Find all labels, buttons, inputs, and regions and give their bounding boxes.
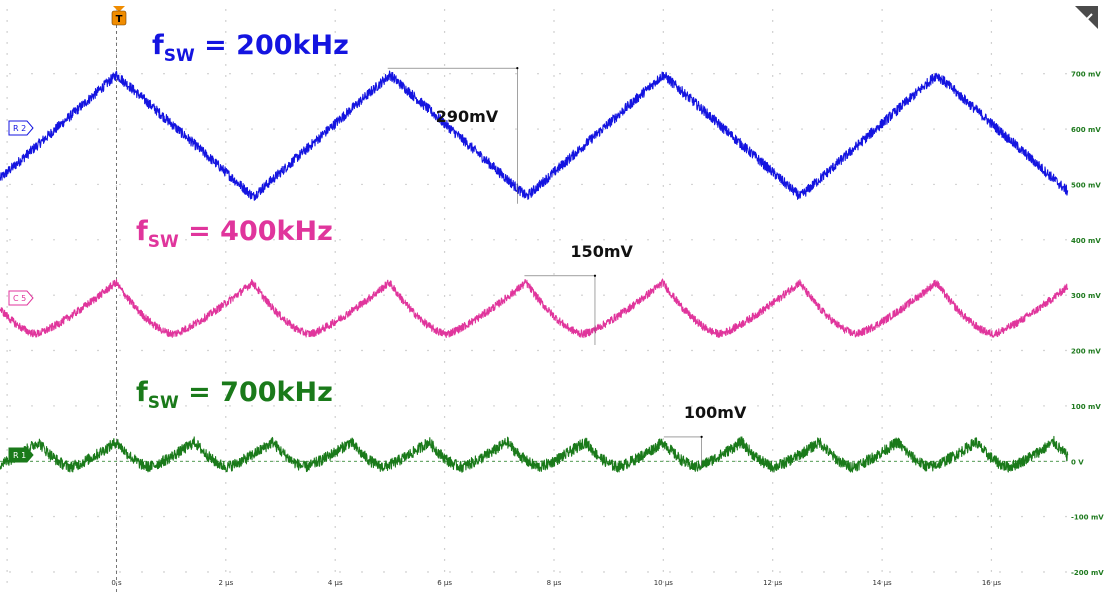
series-label-f: f <box>152 30 164 61</box>
traces <box>0 70 1069 473</box>
trigger-marker[interactable]: T <box>111 6 127 26</box>
series-label-sub: SW <box>148 393 179 413</box>
y-tick-label: 600 mV <box>1071 126 1101 134</box>
x-tick-label: 6 µs <box>437 579 452 587</box>
x-tick-label: 16 µs <box>982 579 1002 587</box>
corner-stroke-icon <box>1081 13 1093 25</box>
series-label: fSW = 400kHz <box>136 216 333 252</box>
y-tick-label: 700 mV <box>1071 71 1101 79</box>
measurement-label: 100mV <box>684 403 747 422</box>
trigger-box <box>111 10 127 26</box>
x-tick-labels: 0 s 2 µs 4 µs 6 µs 8 µs 10 µs 12 µs 14 µs 16 µs <box>111 579 1001 587</box>
grid-dots <box>6 9 1067 583</box>
series-label-sub: SW <box>148 232 179 252</box>
channel-badge-shape <box>8 120 34 136</box>
x-tick-label: 2 µs <box>218 579 233 587</box>
channel-badges: R 2 C 5 R 1 <box>8 120 34 463</box>
trace-c5 <box>0 278 1069 339</box>
series-label-rest: = 400kHz <box>179 216 333 247</box>
x-tick-label: 0 s <box>111 579 122 587</box>
channel-badge-label: R 1 <box>13 451 26 460</box>
series-label-rest: = 700kHz <box>179 377 333 408</box>
measurement-dot <box>593 274 597 277</box>
trace-r1 <box>0 435 1069 473</box>
channel-badge-shape <box>8 447 34 463</box>
series-label-f: f <box>136 216 148 247</box>
channel-badge-label: R 2 <box>13 124 26 133</box>
channel-badge-label: C 5 <box>13 294 26 303</box>
series-label: fSW = 700kHz <box>136 377 333 413</box>
x-tick-label: 4 µs <box>328 579 343 587</box>
annotations: 290mV 150mV 100mV <box>387 67 747 467</box>
measurement-dot <box>700 435 703 439</box>
y-tick-label: 300 mV <box>1071 292 1101 300</box>
measurement-label: 290mV <box>436 107 499 126</box>
channel-badge-shape <box>8 290 34 306</box>
channel-badge-r2[interactable]: R 2 <box>8 120 34 136</box>
y-tick-label: -200 mV <box>1071 569 1104 577</box>
y-tick-labels: 700 mV 600 mV 500 mV 400 mV 300 mV 200 mV 100 … <box>1071 71 1104 577</box>
x-tick-label: 10 µs <box>654 579 674 587</box>
series-label-f: f <box>136 377 148 408</box>
series-label-rest: = 200kHz <box>195 30 349 61</box>
measurement-label: 150mV <box>570 242 633 261</box>
series-label: fSW = 200kHz <box>152 30 349 66</box>
corner-badge[interactable] <box>1075 6 1098 29</box>
x-tick-label: 14 µs <box>872 579 892 587</box>
channel-badge-r1[interactable]: R 1 <box>8 447 34 463</box>
measurement-dot <box>516 67 519 70</box>
y-tick-label: 100 mV <box>1071 403 1101 411</box>
y-tick-label: 0 V <box>1071 458 1084 466</box>
y-tick-label: -100 mV <box>1071 514 1104 522</box>
channel-badge-c5[interactable]: C 5 <box>8 290 34 306</box>
trigger-label: T <box>116 14 123 25</box>
y-tick-label: 400 mV <box>1071 237 1101 245</box>
x-tick-label: 12 µs <box>763 579 783 587</box>
x-tick-label: 8 µs <box>547 579 562 587</box>
trace-r2 <box>0 70 1069 201</box>
corner-triangle-icon <box>1075 6 1098 29</box>
y-tick-label: 500 mV <box>1071 181 1101 189</box>
y-tick-label: 200 mV <box>1071 348 1101 356</box>
series-label-sub: SW <box>164 46 195 66</box>
trigger-arrow-icon <box>113 6 125 12</box>
